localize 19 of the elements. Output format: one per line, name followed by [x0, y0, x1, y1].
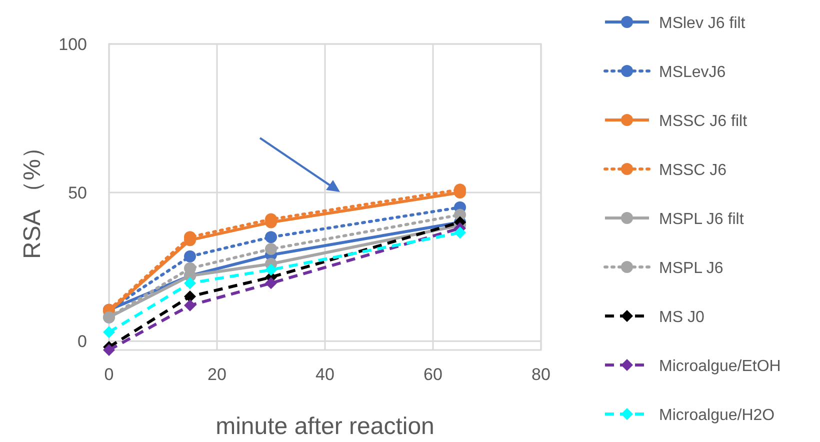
legend-label: MSSC J6: [659, 162, 727, 179]
legend-label: MS J0: [659, 309, 704, 326]
x-tick-label: 20: [208, 365, 226, 384]
x-tick-label: 80: [532, 365, 550, 384]
legend-label: MSLevJ6: [659, 64, 726, 81]
legend-label: Microalgue/EtOH: [659, 358, 781, 375]
y-tick-label: 100: [58, 35, 87, 54]
y-axis-title: RSA （%）: [19, 134, 46, 260]
x-axis-title: minute after reaction: [216, 413, 434, 440]
x-tick-label: 60: [424, 365, 442, 384]
legend-label: MSPL J6 filt: [659, 211, 744, 228]
legend-label: MSPL J6: [659, 260, 724, 277]
y-tick-label: 50: [68, 184, 87, 203]
x-tick-label: 0: [104, 365, 114, 384]
y-tick-label: 0: [78, 332, 87, 352]
legend-label: MSSC J6 filt: [659, 113, 748, 130]
legend-label: MSlev J6 filt: [659, 15, 746, 32]
legend-label: Microalgue/H2O: [659, 407, 775, 424]
x-tick-label: 40: [316, 365, 334, 384]
